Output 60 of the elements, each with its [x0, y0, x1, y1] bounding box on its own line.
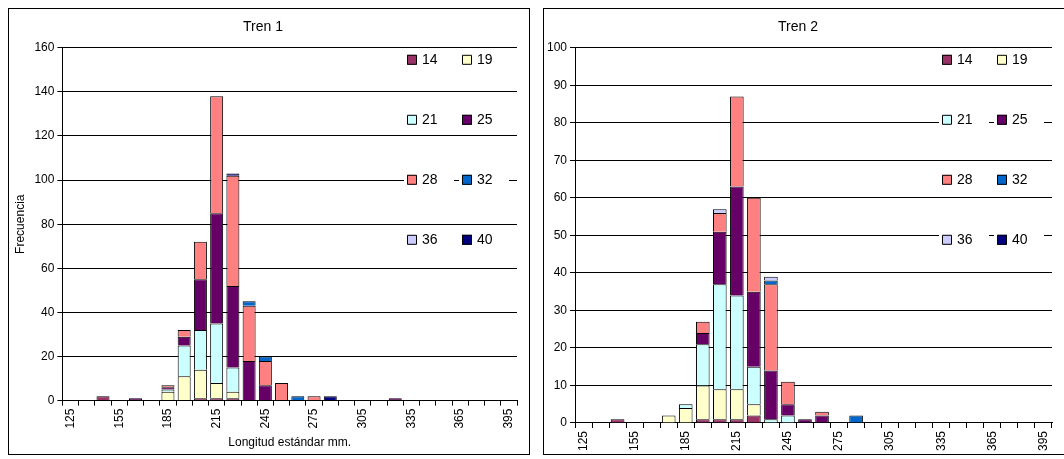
- x-tick-label: 395: [1035, 430, 1050, 452]
- legend-label: 40: [477, 230, 493, 247]
- x-tick-label: 275: [831, 430, 846, 452]
- legend-label: 36: [957, 230, 973, 247]
- y-tick-label: 0: [47, 392, 55, 407]
- x-tick-label: 275: [306, 408, 321, 429]
- legend-label: 14: [422, 50, 438, 67]
- chart-title: Tren 1: [243, 18, 284, 35]
- y-tick-label: 0: [560, 415, 568, 430]
- x-tick-label: 245: [257, 408, 272, 429]
- legend-label: 32: [1012, 170, 1028, 187]
- y-tick-label: 80: [41, 216, 55, 231]
- legend-label: 28: [957, 170, 973, 187]
- legend-label: 19: [477, 50, 493, 67]
- x-tick-label: 245: [780, 430, 795, 452]
- x-tick-label: 155: [111, 408, 126, 429]
- legend-label: 21: [957, 110, 973, 127]
- y-tick-label: 40: [41, 304, 55, 319]
- y-tick-label: 60: [553, 190, 568, 205]
- y-tick-label: 20: [41, 348, 55, 363]
- x-axis-title: Longitud estándar mm.: [228, 435, 352, 450]
- x-tick-label: 365: [452, 408, 467, 429]
- y-tick-label: 80: [553, 115, 568, 130]
- x-tick-label: 215: [729, 430, 744, 452]
- x-tick-label: 365: [984, 430, 999, 452]
- y-tick-label: 120: [34, 128, 55, 143]
- x-tick-label: 215: [208, 408, 223, 429]
- legend-label: 32: [477, 170, 493, 187]
- legend-label: 36: [422, 230, 438, 247]
- legend-label: 40: [1012, 230, 1028, 247]
- x-tick-label: 395: [501, 408, 516, 429]
- x-tick-label: 305: [355, 408, 370, 429]
- y-tick-label: 100: [546, 40, 568, 55]
- y-tick-label: 20: [553, 340, 568, 355]
- chart-title: Tren 2: [778, 18, 819, 35]
- y-tick-label: 60: [41, 260, 55, 275]
- y-tick-label: 90: [553, 77, 568, 92]
- x-tick-label: 335: [403, 408, 418, 429]
- legend-label: 21: [422, 110, 438, 127]
- y-tick-label: 50: [553, 227, 568, 242]
- x-tick-label: 155: [626, 430, 641, 452]
- y-tick-label: 160: [34, 40, 55, 55]
- legend-label: 19: [1012, 50, 1028, 67]
- legend-label: 25: [477, 110, 493, 127]
- x-tick-label: 335: [933, 430, 948, 452]
- y-tick-label: 70: [553, 152, 568, 167]
- x-tick-label: 185: [160, 408, 175, 429]
- y-axis-title: Frecuencia: [12, 194, 27, 254]
- x-tick-label: 185: [678, 430, 693, 452]
- legend-label: 14: [957, 50, 973, 67]
- x-tick-label: 305: [882, 430, 897, 452]
- x-tick-label: 125: [575, 430, 590, 452]
- y-tick-label: 140: [34, 84, 55, 99]
- y-tick-label: 30: [553, 302, 568, 317]
- y-tick-label: 40: [553, 265, 568, 280]
- x-tick-label: 125: [62, 408, 77, 429]
- legend-label: 25: [1012, 110, 1028, 127]
- y-tick-label: 100: [34, 172, 55, 187]
- y-tick-label: 10: [553, 377, 568, 392]
- legend-label: 28: [422, 170, 438, 187]
